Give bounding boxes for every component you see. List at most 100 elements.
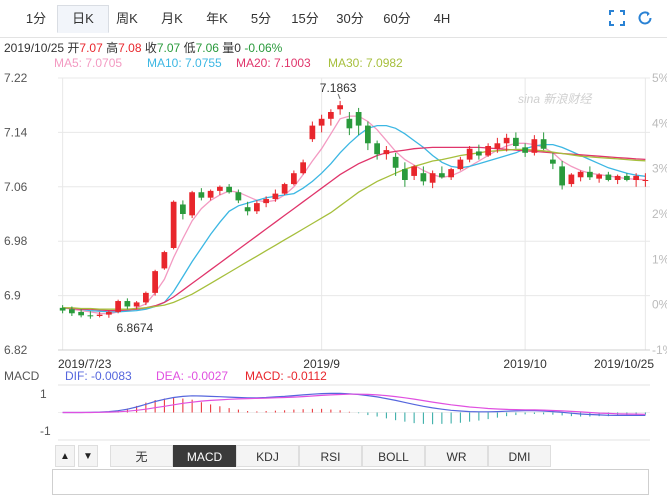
pct-tick-label: 2% [652,207,667,221]
candle-body [152,271,158,293]
info-low-label: 低 [183,41,196,55]
ma5-legend: MA5: 7.0705 [54,56,123,70]
pct-tick-label: 5% [652,71,667,85]
candle-body [559,166,565,186]
max-price-label: 7.1863 [320,81,357,95]
info-vol-label: 量 [222,41,235,55]
candle-body [624,175,630,180]
x-tick-label: 2019/10 [503,357,547,371]
period-tab-bar: 1分 日K 周K 月K 年K 5分 15分 30分 60分 4H [0,0,667,38]
ma30-legend: MA30: 7.0982 [328,56,403,70]
tab-8[interactable]: 60分 [383,11,411,26]
candle-body [605,174,612,180]
candle-body [374,143,380,155]
ma10-legend: MA10: 7.0755 [147,56,222,70]
candle-body [87,315,94,317]
candle-body [587,171,593,178]
nav-up-button[interactable]: ▲ [55,445,75,467]
candle-body [318,118,325,126]
tab-3[interactable]: 月K [161,11,183,26]
tab-2[interactable]: 周K [116,11,138,26]
dif-legend: DIF: -0.0083 [65,369,132,383]
tab-9[interactable]: 4H [433,11,451,26]
candle-body [254,203,260,212]
info-date: 2019/10/25 [4,41,65,55]
candle-body [300,162,306,174]
candle-body [143,292,149,303]
tab-0[interactable]: 1分 [25,11,47,26]
candle-body [633,175,639,180]
candle-body [513,137,519,146]
candle-body [337,105,343,110]
tab-4[interactable]: 年K [206,11,228,26]
info-close: 7.07 [156,41,181,55]
candle-body [78,311,84,316]
candle-body [596,174,602,179]
tab-7[interactable]: 30分 [336,11,364,26]
indicator-tab-0[interactable]: 无 [110,445,173,467]
candle-body [189,192,195,216]
candle-body [263,199,269,204]
pct-tick-label: 0% [652,298,667,312]
candle-body [106,311,112,315]
candle-body [642,180,649,181]
candle-body [244,207,251,212]
candle-body [577,171,584,178]
indicator-tab-2[interactable]: KDJ [236,445,299,467]
candle-body [217,186,223,191]
macd-title: MACD [4,369,40,383]
candle-body [69,309,75,314]
ma-line-ma30 [62,148,646,310]
candle-body [235,192,242,201]
candle-body [272,193,279,200]
candle-body [383,150,390,155]
indicator-tab-1[interactable]: MACD [173,445,236,467]
candle-body [531,139,538,153]
tab-5[interactable]: 5分 [250,11,272,26]
indicator-tab-3[interactable]: RSI [299,445,362,467]
dea-line [62,393,646,415]
candle-body [392,156,399,168]
fullscreen-icon[interactable] [609,10,625,26]
candle-body [402,169,408,180]
candle-body [124,301,131,307]
candle-body [439,173,445,178]
candle-body [614,175,621,180]
candle-body [411,166,417,176]
candle-body [281,184,288,194]
candle-body [291,173,297,185]
candle-body [522,147,528,153]
overview-navigator[interactable] [52,469,649,495]
candle-body [466,148,473,160]
pct-tick-label: 3% [652,162,667,176]
candle-body [133,302,140,307]
watermark-logo: sina 新浪财经 [518,92,593,106]
candle-body [420,173,427,182]
macd-y-tick: 1 [40,387,47,401]
info-high: 7.08 [118,41,142,55]
candle-body [328,112,334,119]
candle-body [59,307,66,311]
ma-legend: MA5: 7.0705 MA10: 7.0755 MA20: 7.1003 MA… [0,56,667,70]
candle-body [457,159,464,170]
refresh-icon[interactable] [636,9,654,27]
candle-body [485,146,491,156]
max-pointer [337,93,341,100]
candle-body [476,151,482,156]
indicator-tab-5[interactable]: WR [425,445,488,467]
indicator-tabs: 无 MACD KDJ RSI BOLL WR DMI [52,445,667,467]
tab-1[interactable]: 日K [57,5,109,33]
indicator-tab-6[interactable]: DMI [488,445,551,467]
info-low: 7.06 [195,41,219,55]
candle-body [365,125,371,144]
candle-body [115,301,121,312]
pct-tick-label: 4% [652,116,667,130]
macd-y-tick: -1 [40,424,51,438]
indicator-tab-4[interactable]: BOLL [362,445,425,467]
nav-down-button[interactable]: ▼ [78,445,98,467]
candle-body [170,201,177,248]
tab-6[interactable]: 15分 [291,11,319,26]
candle-body [180,204,186,214]
candle-body [161,252,168,269]
candle-body [503,137,510,144]
